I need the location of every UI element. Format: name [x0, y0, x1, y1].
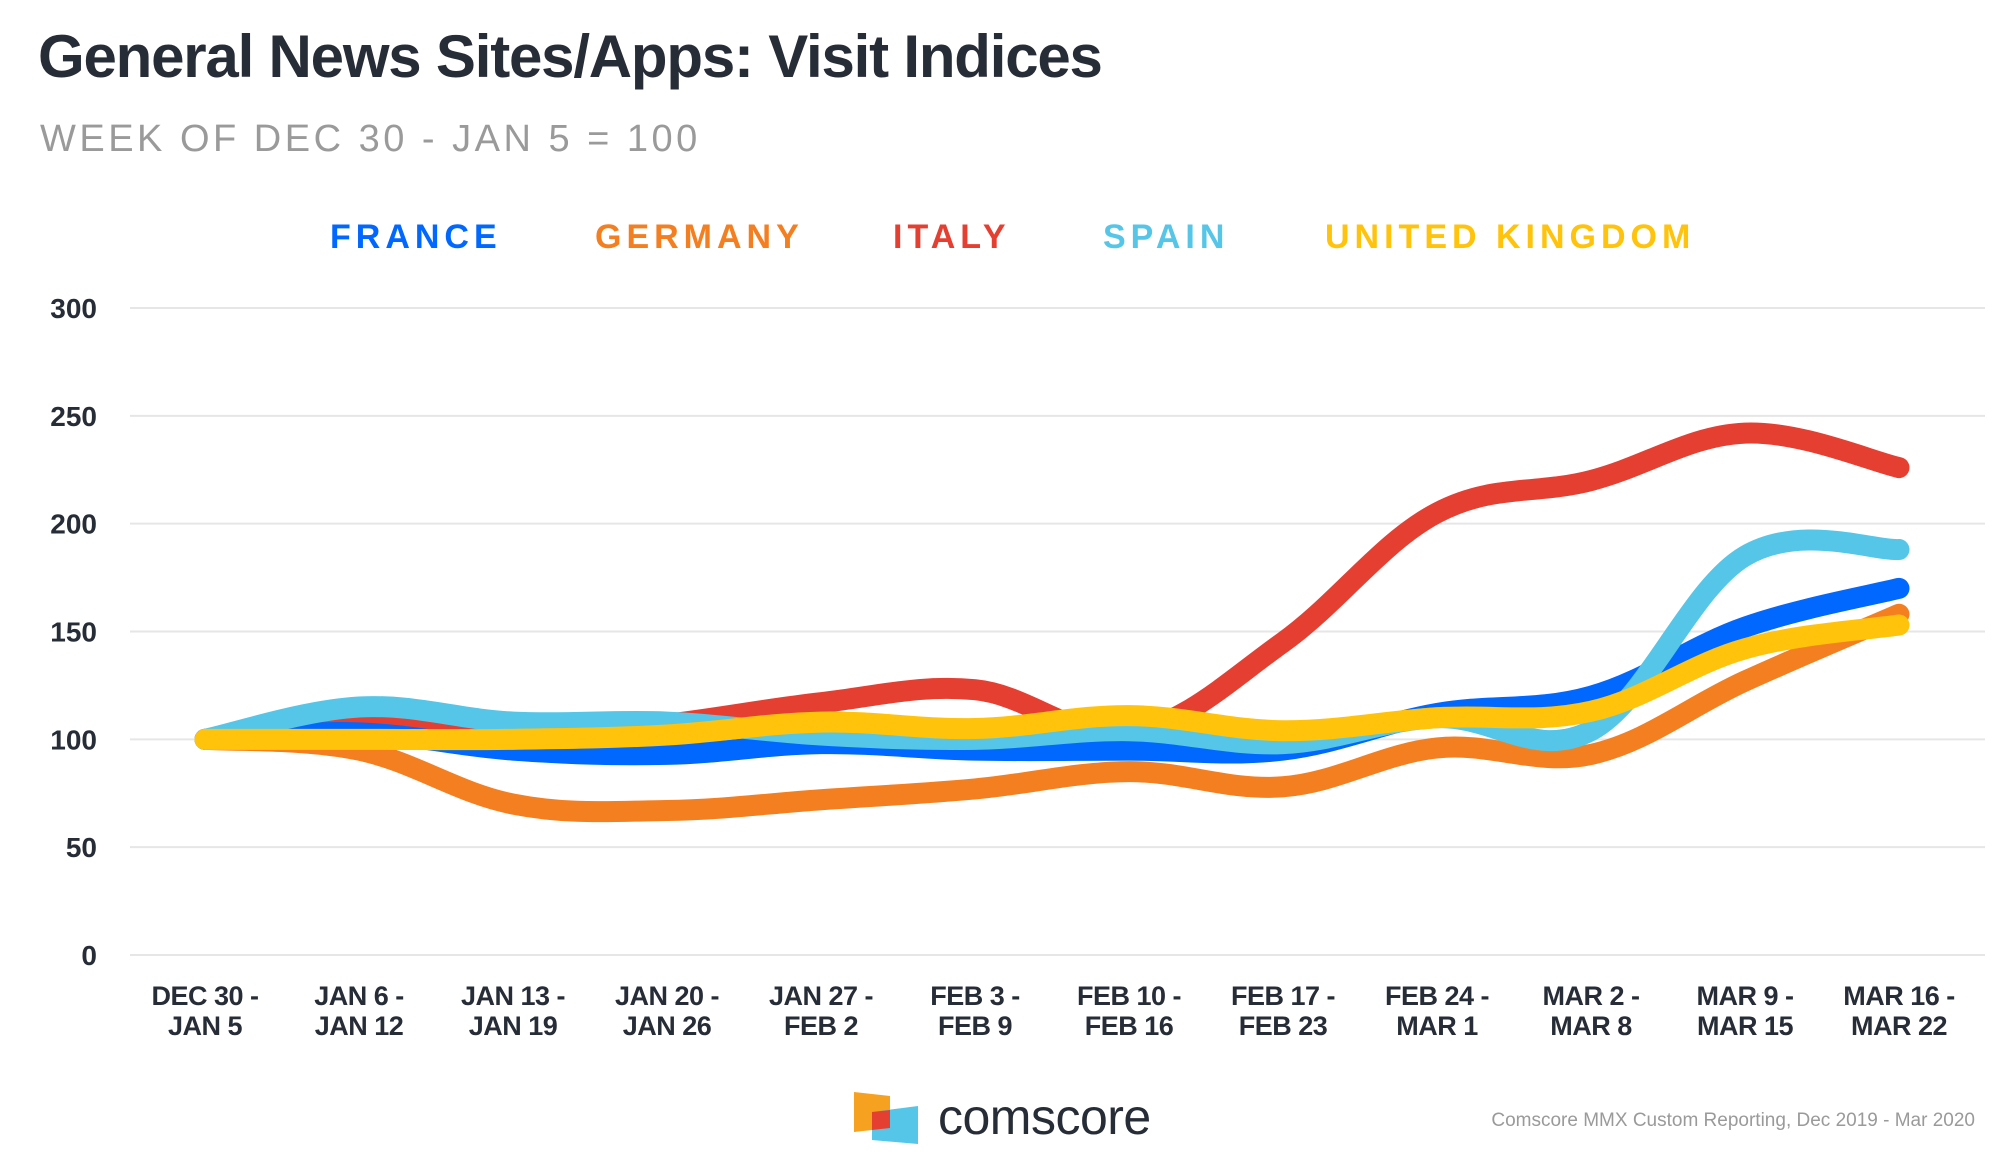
- x-tick-label: FEB 2: [784, 1011, 858, 1041]
- legend-item-germany: GERMANY: [595, 218, 804, 256]
- y-tick-label: 200: [50, 509, 97, 540]
- x-tick-label: JAN 12: [315, 1011, 404, 1041]
- x-tick-label: JAN 19: [469, 1011, 558, 1041]
- y-tick-label: 50: [66, 832, 97, 863]
- x-tick-label: MAR 16 -: [1843, 981, 1955, 1011]
- x-tick-label: FEB 16: [1085, 1011, 1174, 1041]
- y-tick-label: 250: [50, 401, 97, 432]
- comscore-logo-icon: [854, 1092, 918, 1144]
- x-tick-label: JAN 27 -: [769, 981, 873, 1011]
- y-tick-label: 150: [50, 617, 97, 648]
- x-tick-label: MAR 9 -: [1697, 981, 1794, 1011]
- x-tick-label: JAN 20 -: [615, 981, 719, 1011]
- series-lines: [194, 422, 1910, 823]
- source-note: Comscore MMX Custom Reporting, Dec 2019 …: [1491, 1110, 1975, 1131]
- x-tick-label: JAN 13 -: [461, 981, 565, 1011]
- x-tick-label: FEB 17 -: [1231, 981, 1335, 1011]
- series-line-germany: [194, 603, 1910, 823]
- x-tick-label: FEB 23: [1239, 1011, 1328, 1041]
- brand-name: comscore: [938, 1089, 1151, 1145]
- x-tick-label: DEC 30 -: [151, 981, 258, 1011]
- chart-subtitle: WEEK OF DEC 30 - JAN 5 = 100: [40, 118, 701, 160]
- legend-item-france: FRANCE: [330, 218, 502, 256]
- x-tick-label: FEB 9: [938, 1011, 1013, 1041]
- x-tick-label: FEB 10 -: [1077, 981, 1181, 1011]
- gridlines: [130, 307, 1985, 956]
- legend-item-united-kingdom: UNITED KINGDOM: [1325, 218, 1696, 256]
- x-tick-label: FEB 24 -: [1385, 981, 1489, 1011]
- x-tick-label: JAN 6 -: [314, 981, 404, 1011]
- legend: FRANCE GERMANY ITALY SPAIN UNITED KINGDOM: [0, 218, 2000, 268]
- y-tick-label: 300: [50, 293, 97, 324]
- y-tick-label: 100: [50, 724, 97, 755]
- x-tick-label: FEB 3 -: [930, 981, 1020, 1011]
- x-axis: DEC 30 -JAN 5 JAN 6 -JAN 12 JAN 13 -JAN 19…: [151, 981, 1955, 1041]
- x-tick-label: JAN 26: [623, 1011, 712, 1041]
- series-line-united-kingdom: [194, 614, 1910, 751]
- x-tick-label: JAN 5: [168, 1011, 243, 1041]
- x-tick-label: MAR 8: [1550, 1011, 1632, 1041]
- y-tick-label: 0: [81, 940, 97, 971]
- x-tick-label: MAR 22: [1851, 1011, 1947, 1041]
- x-tick-label: MAR 1: [1396, 1011, 1478, 1041]
- legend-item-spain: SPAIN: [1103, 218, 1230, 256]
- y-axis: 0 50 100 150 200 250 300: [50, 293, 97, 971]
- legend-item-italy: ITALY: [893, 218, 1011, 256]
- x-tick-label: MAR 2 -: [1543, 981, 1640, 1011]
- x-tick-label: MAR 15: [1697, 1011, 1794, 1041]
- chart-title: General News Sites/Apps: Visit Indices: [38, 23, 1103, 90]
